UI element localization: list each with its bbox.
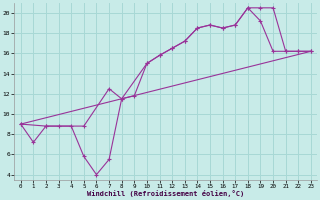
- X-axis label: Windchill (Refroidissement éolien,°C): Windchill (Refroidissement éolien,°C): [87, 190, 244, 197]
